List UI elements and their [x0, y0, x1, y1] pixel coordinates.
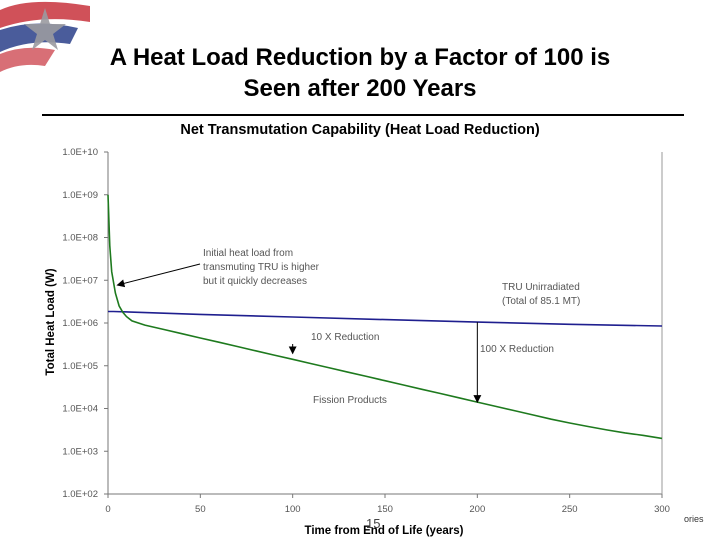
x-tick-label: 200 — [469, 504, 485, 515]
slide-title-line-1: A Heat Load Reduction by a Factor of 100… — [109, 44, 611, 71]
x-tick-label: 300 — [654, 504, 670, 515]
slide-title: A Heat Load Reduction by a Factor of 100… — [40, 42, 680, 104]
slide-title-line-2: Seen after 200 Years — [243, 75, 477, 102]
y-tick-label: 1.0E+07 — [62, 275, 98, 286]
page-number: 15 — [366, 516, 381, 531]
annotation-initial: but it quickly decreases — [203, 276, 307, 287]
annotation-initial: Initial heat load from — [203, 248, 293, 259]
y-tick-label: 1.0E+05 — [62, 361, 98, 372]
annotation-initial: transmuting TRU is higher — [203, 262, 320, 273]
footer-fragment: ories — [684, 514, 704, 524]
y-tick-label: 1.0E+02 — [62, 489, 98, 500]
y-tick-label: 1.0E+06 — [62, 318, 98, 329]
x-tick-label: 50 — [195, 504, 206, 515]
x-tick-label: 100 — [285, 504, 301, 515]
chart-annotations: Initial heat load from transmuting TRU is… — [116, 248, 580, 406]
y-tick-label: 1.0E+09 — [62, 190, 98, 201]
annotation-tru: (Total of 85.1 MT) — [502, 296, 580, 307]
annotation-ten-x: 10 X Reduction — [311, 332, 379, 343]
chart-series — [107, 194, 663, 440]
fission-products-line — [107, 194, 663, 440]
chart-title: Net Transmutation Capability (Heat Load … — [180, 122, 540, 138]
flag-logo-icon — [0, 1, 90, 72]
title-divider — [42, 114, 684, 116]
annotation-fission: Fission Products — [313, 395, 387, 406]
x-tick-label: 150 — [377, 504, 393, 515]
y-tick-label: 1.0E+03 — [62, 446, 98, 457]
x-axis-title: Time from End of Life (years) — [305, 525, 464, 537]
x-tick-label: 250 — [562, 504, 578, 515]
y-axis-title: Total Heat Load (W) — [45, 268, 57, 375]
tru-unirradiated-line — [108, 310, 663, 327]
initial-arrow — [116, 263, 201, 288]
annotation-hundred-x: 100 X Reduction — [480, 344, 554, 355]
chart-axes: 1.0E+02 1.0E+03 1.0E+04 1.0E+05 1.0E+06 1.0E+… — [62, 147, 670, 515]
y-tick-label: 1.0E+08 — [62, 233, 98, 244]
y-tick-label: 1.0E+10 — [62, 147, 98, 158]
annotation-tru: TRU Unirradiated — [502, 282, 580, 293]
y-tick-label: 1.0E+04 — [62, 404, 98, 415]
x-tick-label: 0 — [105, 504, 110, 515]
